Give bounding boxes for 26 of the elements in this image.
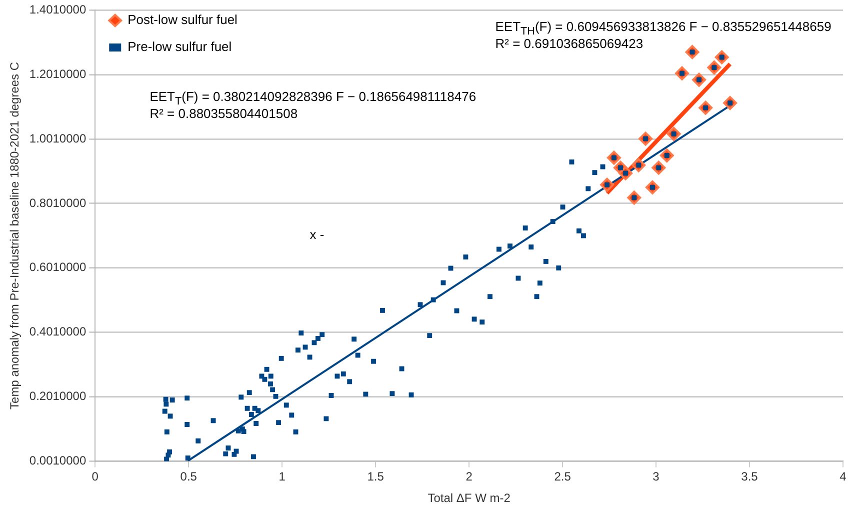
x-tick-label: 4 — [840, 470, 847, 484]
x-tick-label: 3 — [652, 470, 660, 484]
annotation: x - — [310, 226, 324, 242]
y-tick-label: 1.2010000 — [29, 66, 86, 81]
x-tick-label: 1.5 — [367, 470, 384, 484]
y-tick-label: 1.0010000 — [29, 131, 86, 146]
x-tick-label: 0 — [92, 470, 99, 484]
y-tick-label: 0.8010000 — [29, 196, 86, 210]
y-tick-label: 0.4010000 — [29, 324, 86, 339]
y-tick-label: 1.4010000 — [29, 2, 86, 17]
y-tick-label: 0.6010000 — [29, 260, 86, 274]
x-tick-label: 1 — [278, 470, 286, 484]
annotation: EET$_{T}$(F) = 0.380214092828396 F − 0.186564981118476 — [150, 89, 476, 108]
y-tick-label: 0.2010000 — [29, 389, 86, 404]
annotation: R² = 0.691036865069423 — [495, 36, 644, 52]
annotation: R² = 0.880355804401508 — [150, 106, 298, 122]
legend-label: Pre-low sulfur fuel — [128, 39, 232, 54]
x-tick-label: 2 — [466, 470, 473, 484]
legend-label: Post-low sulfur fuel — [128, 12, 238, 28]
x-axis-title: Total ΔF W m-2 — [428, 491, 511, 506]
x-tick-label: 0.5 — [180, 470, 198, 484]
x-tick-label: 2.5 — [554, 470, 572, 484]
y-tick-label: 0.0010000 — [29, 454, 86, 468]
x-tick-label: 3.5 — [741, 470, 758, 484]
y-axis-title: Temp anomaly from Pre-Industrial baseline 1880-2021 degrees C — [8, 62, 22, 410]
annotation: EET$_{TH}$(F) = 0.609456933813826 F − 0.835529651448659 — [495, 19, 832, 38]
